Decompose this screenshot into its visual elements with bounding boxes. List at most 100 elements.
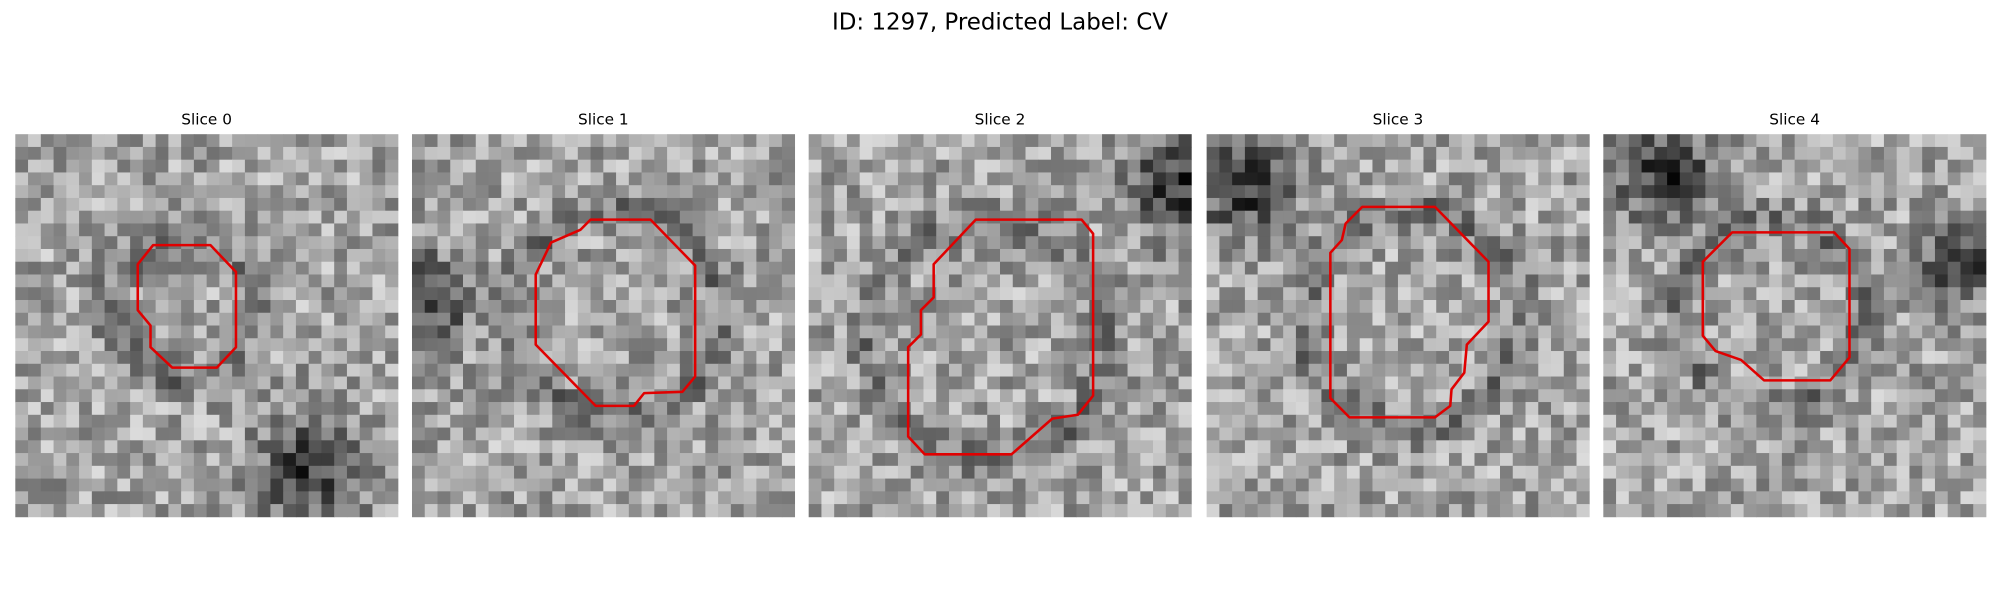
pixel [1385, 159, 1399, 173]
pixel [295, 197, 310, 212]
pixel [1012, 402, 1026, 416]
pixel [936, 338, 950, 352]
pixel [718, 465, 732, 479]
pixel [411, 351, 426, 365]
pixel [1334, 287, 1348, 301]
pixel [1909, 172, 1923, 186]
pixel [1563, 159, 1577, 173]
pixel [821, 185, 835, 199]
pixel [948, 389, 963, 403]
pixel [1794, 159, 1808, 173]
pixel [885, 185, 899, 199]
pixel [1794, 478, 1808, 492]
pixel [155, 427, 169, 441]
pixel [1219, 351, 1233, 365]
pixel [769, 274, 783, 288]
pixel [872, 146, 886, 161]
pixel [1576, 159, 1590, 173]
pixel [1705, 465, 1719, 479]
pixel [1385, 146, 1399, 161]
pixel [1372, 185, 1386, 199]
pixel [1283, 491, 1297, 505]
pixel [1346, 248, 1361, 263]
pixel [28, 427, 42, 441]
pixel [1730, 159, 1745, 173]
pixel [142, 478, 156, 492]
pixel [1385, 236, 1399, 250]
pixel [1178, 402, 1192, 416]
pixel [334, 338, 348, 352]
pixel [168, 223, 182, 237]
pixel [1858, 274, 1872, 288]
pixel [1308, 402, 1322, 416]
pixel [450, 465, 464, 479]
pixel [1807, 440, 1821, 454]
pixel [872, 312, 886, 326]
pixel [1692, 236, 1706, 250]
pixel [1909, 312, 1923, 326]
pixel [1807, 453, 1821, 467]
pixel [1038, 185, 1052, 199]
pixel [910, 478, 924, 492]
pixel [155, 248, 169, 263]
pixel [193, 185, 208, 199]
pixel [1807, 287, 1821, 301]
pixel [1219, 389, 1233, 403]
pixel [1102, 427, 1116, 441]
pixel [1705, 478, 1719, 492]
pixel [1153, 376, 1167, 390]
pixel [590, 236, 604, 250]
pixel [565, 504, 579, 518]
pixel [463, 402, 477, 416]
pixel [936, 312, 950, 326]
pixel [501, 223, 515, 237]
pixel [1025, 261, 1039, 275]
pixel [1871, 363, 1885, 377]
pixel [756, 197, 770, 212]
pixel [193, 261, 208, 275]
pixel [821, 325, 835, 339]
pixel [1270, 491, 1284, 505]
pixel [539, 197, 553, 212]
pixel [987, 504, 1001, 518]
pixel [1232, 274, 1246, 288]
pixel [142, 414, 156, 428]
pixel [91, 312, 105, 326]
pixel [1551, 491, 1565, 505]
pixel [577, 504, 591, 518]
pixel [590, 274, 604, 288]
pixel [1563, 223, 1577, 237]
pixel [1603, 172, 1617, 186]
pixel [1474, 338, 1488, 352]
pixel [1308, 363, 1322, 377]
pixel [53, 274, 67, 288]
pixel [743, 223, 757, 237]
pixel [359, 440, 373, 454]
image-panel [15, 134, 399, 518]
pixel [257, 312, 271, 326]
pixel [1461, 134, 1475, 148]
pixel [1858, 389, 1872, 403]
pixel [334, 197, 348, 212]
pixel [1178, 440, 1192, 454]
pixel [1283, 504, 1297, 518]
pixel [1654, 185, 1668, 199]
pixel [463, 223, 477, 237]
pixel [821, 146, 835, 161]
pixel [79, 504, 93, 518]
pixel [463, 312, 477, 326]
pixel [1206, 427, 1220, 441]
pixel [628, 376, 642, 390]
pixel [718, 453, 732, 467]
pixel [1012, 325, 1026, 339]
pixel [104, 248, 118, 263]
pixel [781, 376, 796, 390]
pixel [232, 223, 246, 237]
pixel [270, 402, 284, 416]
pixel [692, 376, 706, 390]
pixel [974, 414, 988, 428]
pixel [1794, 261, 1808, 275]
pixel [1679, 274, 1693, 288]
pixel [1896, 389, 1910, 403]
pixel [1012, 312, 1026, 326]
